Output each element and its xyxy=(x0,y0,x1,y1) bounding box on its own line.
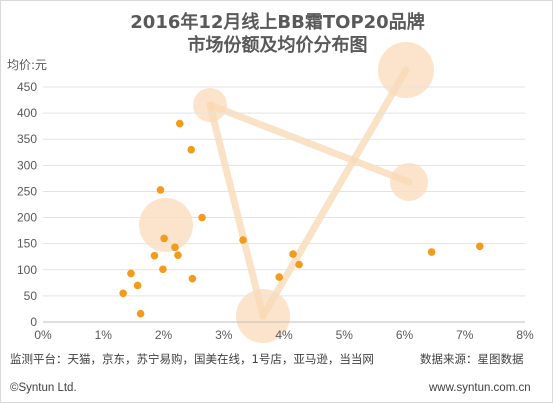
y-tick-label: 150 xyxy=(17,237,37,251)
data-point xyxy=(275,273,283,281)
data-point xyxy=(136,309,145,318)
data-point xyxy=(150,251,159,260)
watermark-node xyxy=(236,289,290,343)
watermark-node xyxy=(139,198,193,252)
website-link[interactable]: www.syntun.com.cn xyxy=(429,382,531,394)
y-tick-label: 0 xyxy=(30,315,37,329)
watermark-link xyxy=(259,66,410,320)
y-tick-label: 50 xyxy=(24,289,38,303)
y-tick-label: 250 xyxy=(17,184,37,198)
data-point xyxy=(427,248,436,256)
chart-title-line-1: 2016年12月线上BB霜TOP20品牌 xyxy=(130,12,425,33)
x-tick-label: 1% xyxy=(95,328,113,342)
data-source-note: 数据来源：星图数据 xyxy=(420,352,524,366)
chart-title-line-2: 市场份额及均价分布图 xyxy=(187,35,368,56)
chart-title: 2016年12月线上BB霜TOP20品牌 市场份额及均价分布图 xyxy=(1,11,553,57)
x-tick-label: 6% xyxy=(396,328,414,342)
data-point xyxy=(476,242,484,251)
watermark-node xyxy=(193,88,227,122)
data-point xyxy=(160,234,168,243)
data-point xyxy=(127,269,135,278)
data-point xyxy=(174,251,182,259)
data-point xyxy=(187,145,196,154)
x-axis-ticks: 0% 1% 2% 3% 4% 5% 6% 7% 8% xyxy=(34,328,534,342)
data-point xyxy=(295,260,303,269)
source-platforms-note: 监测平台：天猫，京东，苏宁易购，国美在线，1号店，亚马逊，当当网 xyxy=(10,352,374,366)
data-point xyxy=(156,186,165,194)
data-point xyxy=(119,289,127,298)
copyright-text: ©Syntun Ltd. xyxy=(10,382,77,394)
x-tick-label: 4% xyxy=(275,328,293,342)
data-point xyxy=(289,250,297,258)
data-points xyxy=(119,119,484,318)
x-tick-label: 2% xyxy=(155,328,173,342)
watermark-link xyxy=(206,101,413,186)
y-tick-label: 300 xyxy=(17,158,37,172)
watermark-link xyxy=(206,101,267,320)
data-point xyxy=(198,213,206,222)
x-tick-label: 3% xyxy=(215,328,233,342)
x-tick-label: 8% xyxy=(516,328,534,342)
x-tick-label: 5% xyxy=(336,328,354,342)
y-axis-ticks: 0 50 100 150 200 250 300 350 400 450 xyxy=(17,80,37,329)
y-tick-label: 200 xyxy=(17,211,37,225)
data-point xyxy=(188,274,197,283)
data-point xyxy=(159,265,167,274)
data-point xyxy=(133,281,142,290)
data-point xyxy=(171,243,179,252)
y-tick-label: 450 xyxy=(17,80,37,94)
x-tick-label: 7% xyxy=(456,328,474,342)
data-point xyxy=(239,236,247,244)
watermark-node xyxy=(390,163,428,201)
x-tick-label: 0% xyxy=(34,328,52,342)
data-point xyxy=(175,119,184,128)
y-tick-label: 100 xyxy=(17,263,37,277)
y-tick-label: 400 xyxy=(17,106,37,120)
watermark-node xyxy=(378,42,434,98)
y-axis-label: 均价:元 xyxy=(7,58,48,72)
y-tick-label: 350 xyxy=(17,132,37,146)
